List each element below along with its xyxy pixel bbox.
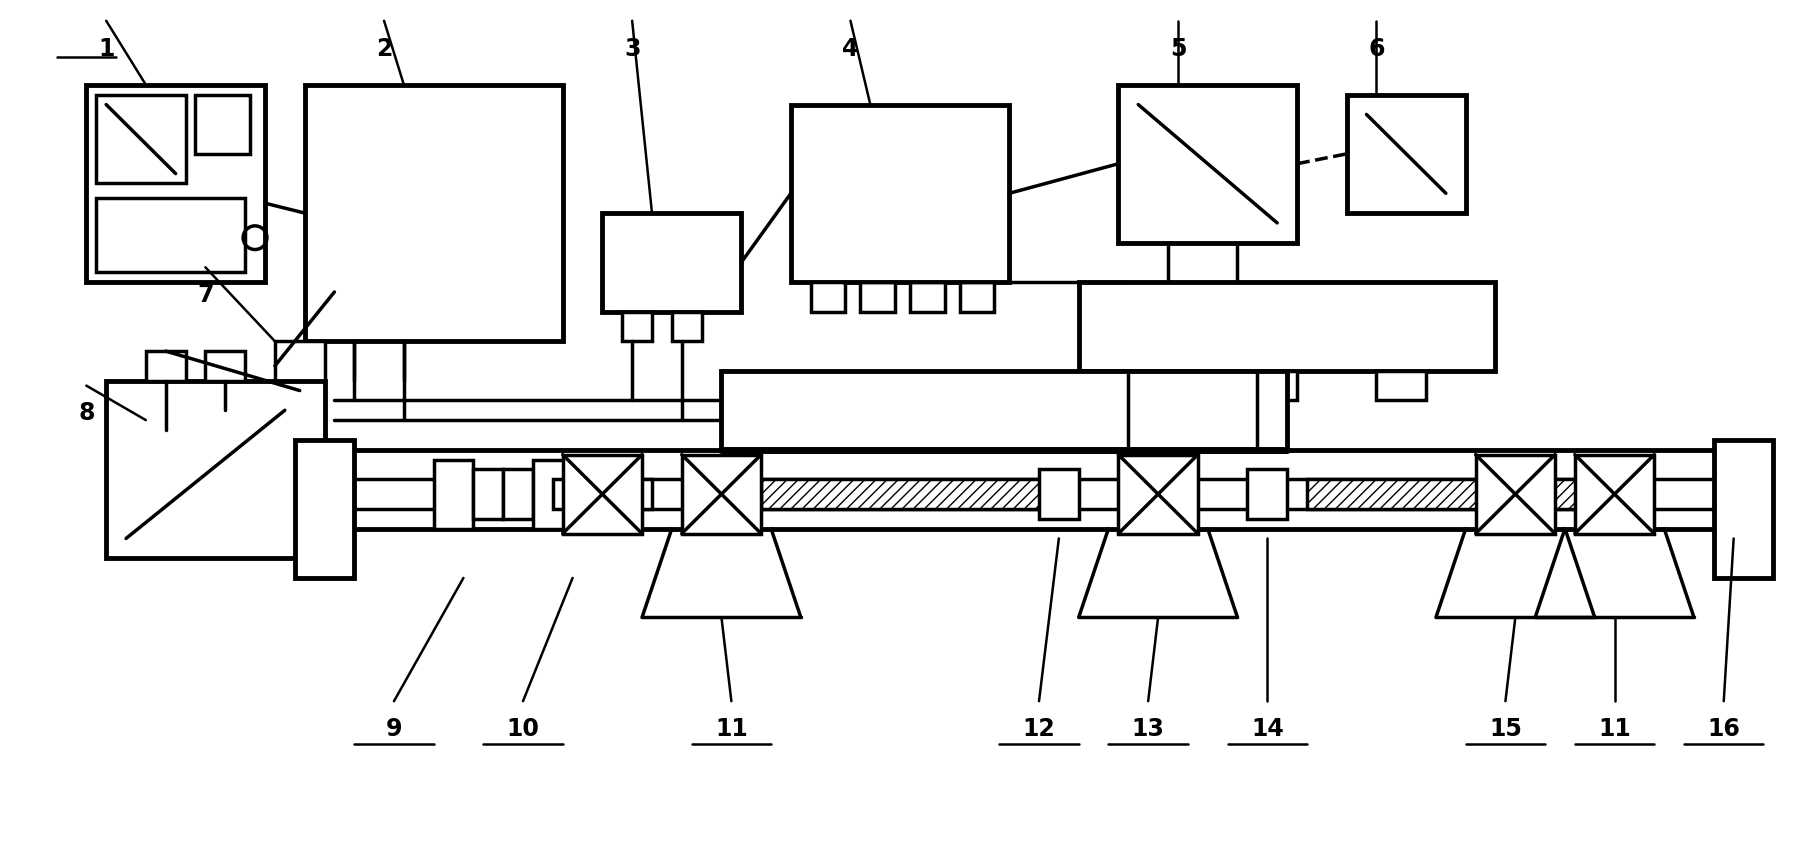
- Bar: [1247, 470, 1287, 519]
- Text: 8: 8: [78, 401, 95, 425]
- Bar: [602, 214, 741, 313]
- Bar: [910, 282, 945, 313]
- Bar: [1247, 371, 1298, 401]
- Bar: [304, 86, 562, 342]
- Bar: [959, 282, 994, 313]
- Bar: [106, 381, 324, 559]
- Bar: [1039, 470, 1079, 519]
- Bar: [533, 460, 573, 529]
- Bar: [721, 371, 1287, 450]
- Bar: [1307, 480, 1605, 510]
- Text: 16: 16: [1707, 716, 1740, 740]
- Bar: [682, 455, 761, 534]
- Text: 10: 10: [506, 716, 539, 740]
- Text: 3: 3: [624, 36, 641, 60]
- Bar: [1079, 282, 1496, 371]
- Bar: [1119, 371, 1168, 401]
- Text: 15: 15: [1489, 716, 1522, 740]
- Bar: [473, 470, 502, 519]
- Bar: [622, 313, 652, 342]
- Bar: [146, 351, 186, 381]
- Bar: [96, 96, 186, 184]
- Bar: [275, 342, 324, 391]
- Text: 9: 9: [386, 716, 402, 740]
- Bar: [562, 455, 642, 534]
- Bar: [1376, 371, 1427, 401]
- Bar: [295, 440, 355, 579]
- Bar: [861, 282, 895, 313]
- Bar: [195, 96, 249, 155]
- Bar: [761, 480, 1059, 510]
- Bar: [502, 470, 533, 519]
- Text: 2: 2: [377, 36, 393, 60]
- Text: 6: 6: [1369, 36, 1385, 60]
- Bar: [792, 105, 1010, 282]
- Text: 4: 4: [843, 36, 859, 60]
- Text: 14: 14: [1250, 716, 1283, 740]
- Bar: [1119, 455, 1198, 534]
- Bar: [1119, 86, 1298, 244]
- Bar: [1347, 96, 1465, 214]
- Bar: [672, 313, 701, 342]
- Text: 1: 1: [98, 36, 115, 60]
- Text: 5: 5: [1170, 36, 1187, 60]
- Bar: [1714, 440, 1773, 579]
- Bar: [96, 199, 246, 273]
- Bar: [1574, 455, 1654, 534]
- Text: 11: 11: [715, 716, 748, 740]
- Bar: [86, 86, 266, 282]
- Bar: [810, 282, 846, 313]
- Text: 12: 12: [1023, 716, 1056, 740]
- Bar: [1476, 455, 1554, 534]
- Bar: [433, 460, 473, 529]
- Bar: [206, 351, 246, 381]
- Text: 7: 7: [197, 282, 213, 307]
- Bar: [553, 480, 652, 510]
- Text: 11: 11: [1598, 716, 1631, 740]
- Text: 13: 13: [1132, 716, 1165, 740]
